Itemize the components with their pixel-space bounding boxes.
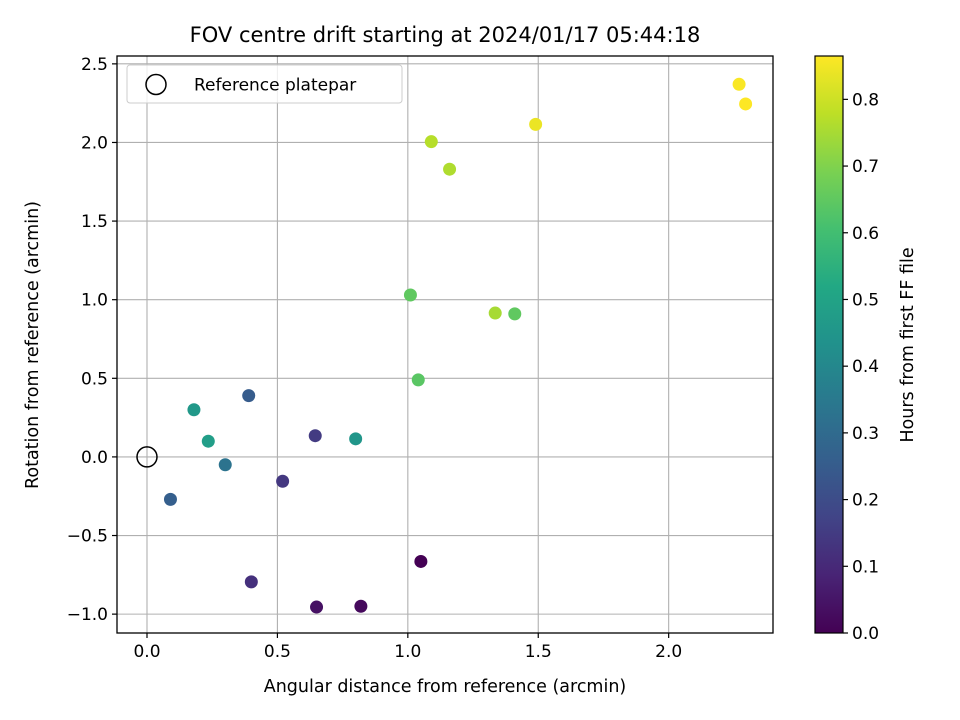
data-point xyxy=(443,162,457,176)
y-tick-label: 0.5 xyxy=(81,369,108,389)
data-point xyxy=(403,288,417,302)
colorbar-tick-label: 0.4 xyxy=(852,357,879,377)
colorbar-label: Hours from first FF file xyxy=(898,247,918,442)
y-tick-label: 2.5 xyxy=(81,55,108,75)
legend-box xyxy=(126,64,403,104)
data-point xyxy=(276,474,290,488)
colorbar-tick-label: 0.8 xyxy=(852,90,879,110)
data-point xyxy=(488,306,502,320)
x-axis-ticks: 0.0 0.5 1.0 1.5 2.0 xyxy=(133,633,682,662)
x-tick-label: 1.5 xyxy=(525,642,552,662)
data-point xyxy=(414,554,428,568)
data-point xyxy=(739,97,753,111)
data-point xyxy=(201,434,215,448)
reference-platepar-marker xyxy=(136,446,158,468)
y-axis-ticks: −1.0 −0.5 0.0 0.5 1.0 1.5 2.0 2.5 xyxy=(67,55,117,625)
data-point xyxy=(310,600,324,614)
data-point xyxy=(424,135,438,149)
y-axis-label: Rotation from reference (arcmin) xyxy=(23,201,43,489)
y-tick-label: −0.5 xyxy=(67,527,108,547)
y-tick-label: 1.5 xyxy=(81,212,108,232)
y-tick-label: 0.0 xyxy=(81,448,108,468)
data-point xyxy=(187,403,201,417)
legend-reference-label: Reference platepar xyxy=(194,76,356,96)
data-point xyxy=(218,458,232,472)
colorbar-tick-label: 0.6 xyxy=(852,224,879,244)
colorbar-tick-label: 0.2 xyxy=(852,491,879,511)
data-point xyxy=(732,77,746,91)
x-tick-label: 0.0 xyxy=(133,642,160,662)
grid-lines xyxy=(117,56,773,633)
data-point xyxy=(163,492,177,506)
data-points xyxy=(136,77,753,614)
colorbar-tick-label: 0.7 xyxy=(852,157,879,177)
data-point xyxy=(411,373,425,387)
y-tick-label: −1.0 xyxy=(67,605,108,625)
data-point xyxy=(349,432,363,446)
data-point xyxy=(354,599,368,613)
x-tick-label: 1.0 xyxy=(394,642,421,662)
chart-title: FOV centre drift starting at 2024/01/17 … xyxy=(190,23,701,47)
colorbar-gradient xyxy=(814,55,844,634)
x-tick-label: 2.0 xyxy=(655,642,682,662)
legend-reference-marker xyxy=(145,73,167,96)
colorbar-tick-label: 0.3 xyxy=(852,424,879,444)
x-tick-label: 0.5 xyxy=(264,642,291,662)
colorbar-tick-label: 0.0 xyxy=(852,624,879,644)
data-point xyxy=(244,575,258,589)
data-point xyxy=(529,117,543,131)
x-axis-label: Angular distance from reference (arcmin) xyxy=(264,677,627,697)
data-point xyxy=(308,429,322,443)
colorbar: 0.0 0.1 0.2 0.3 0.4 0.5 0.6 0.7 0.8 Hours from f… xyxy=(814,55,918,644)
plot-frame xyxy=(116,55,774,634)
y-tick-label: 2.0 xyxy=(81,133,108,153)
colorbar-tick-label: 0.5 xyxy=(852,290,879,310)
y-tick-label: 1.0 xyxy=(81,291,108,311)
colorbar-tick-label: 0.1 xyxy=(852,557,879,577)
data-point xyxy=(508,307,522,321)
data-point xyxy=(242,389,256,403)
legend: Reference platepar xyxy=(126,64,403,104)
colorbar-ticks: 0.0 0.1 0.2 0.3 0.4 0.5 0.6 0.7 0.8 xyxy=(843,90,879,644)
